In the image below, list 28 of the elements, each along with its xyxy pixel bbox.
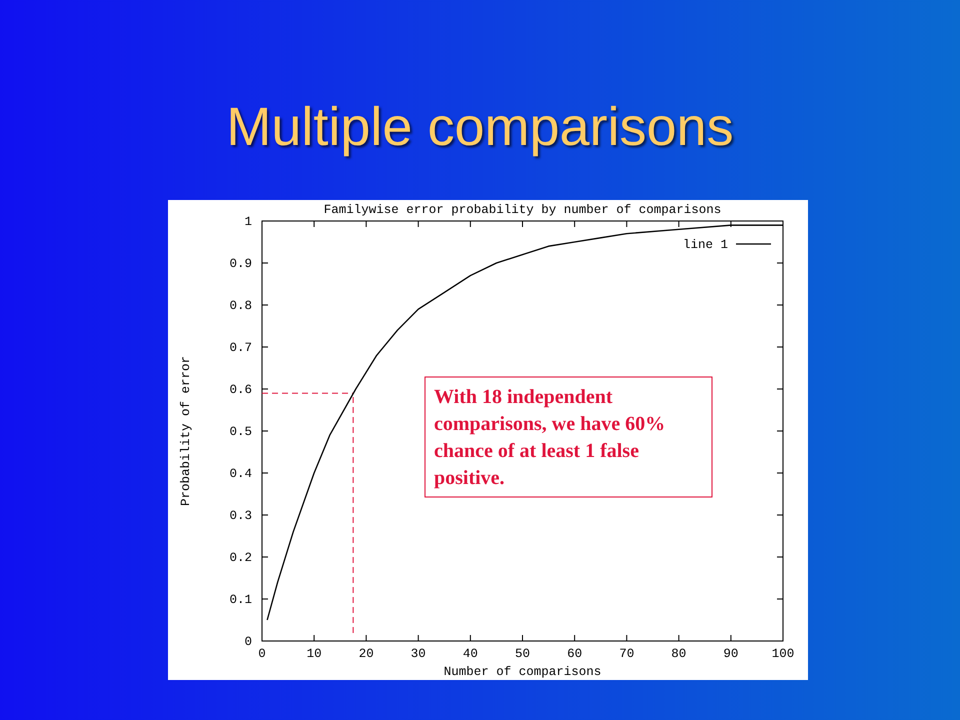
y-tick-label: 0.4 bbox=[229, 467, 252, 481]
y-tick-label: 0.2 bbox=[229, 551, 252, 565]
y-tick-label: 0.1 bbox=[229, 593, 252, 607]
y-tick-label: 0.8 bbox=[229, 299, 252, 313]
x-axis-title: Number of comparisons bbox=[444, 665, 602, 679]
y-tick-label: 0.6 bbox=[229, 383, 252, 397]
y-tick-label: 1 bbox=[244, 215, 252, 229]
x-tick-label: 40 bbox=[462, 647, 478, 661]
x-tick-label: 100 bbox=[772, 647, 794, 661]
x-tick-label: 70 bbox=[619, 647, 634, 661]
x-tick-label: 30 bbox=[410, 647, 426, 661]
y-tick-label: 0.3 bbox=[229, 509, 252, 523]
x-tick-label: 20 bbox=[358, 647, 374, 661]
y-tick-label: 0.9 bbox=[229, 257, 252, 271]
chart-title: Multiple comparisons bbox=[226, 97, 734, 157]
legend-label: line 1 bbox=[682, 238, 728, 252]
x-tick-label: 0 bbox=[258, 647, 266, 661]
x-tick-label: 90 bbox=[723, 647, 738, 661]
x-tick-label: 80 bbox=[671, 647, 686, 661]
chart-subtitle: Familywise error probability by number of comparisons bbox=[324, 203, 722, 217]
y-tick-label: 0.7 bbox=[229, 341, 252, 355]
y-tick-label: 0 bbox=[244, 635, 252, 649]
y-axis-title: Probability of error bbox=[179, 356, 193, 506]
x-tick-label: 10 bbox=[306, 647, 322, 661]
annotation: With 18 independent comparisons, we have 60% chance of at least 1 false positive. bbox=[434, 386, 666, 489]
x-tick-label: 60 bbox=[567, 647, 582, 661]
x-tick-label: 50 bbox=[514, 647, 530, 661]
y-tick-label: 0.5 bbox=[229, 425, 252, 439]
